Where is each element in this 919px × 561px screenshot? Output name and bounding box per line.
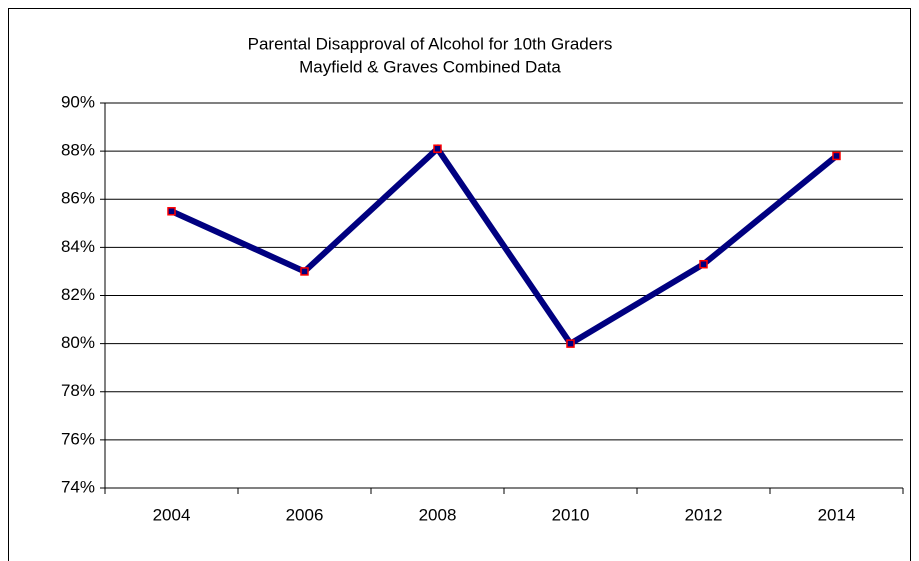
y-tick-label: 90% <box>61 92 95 111</box>
data-marker <box>300 267 309 276</box>
y-tick-label: 86% <box>61 189 95 208</box>
x-tick-label: 2014 <box>818 505 856 524</box>
x-tick-label: 2006 <box>286 505 324 524</box>
x-tick-label: 2010 <box>552 505 590 524</box>
data-marker <box>433 144 442 153</box>
y-tick-label: 78% <box>61 381 95 400</box>
y-tick-label: 82% <box>61 285 95 304</box>
chart-subtitle: Mayfield & Graves Combined Data <box>299 57 561 76</box>
chart-border <box>8 8 911 561</box>
y-tick-label: 84% <box>61 237 95 256</box>
data-marker <box>566 339 575 348</box>
y-tick-label: 80% <box>61 333 95 352</box>
data-marker <box>167 207 176 216</box>
chart-title: Parental Disapproval of Alcohol for 10th… <box>248 34 613 53</box>
x-tick-label: 2012 <box>685 505 723 524</box>
data-marker <box>832 151 841 161</box>
data-marker <box>699 259 708 269</box>
y-tick-label: 76% <box>61 429 95 448</box>
x-tick-label: 2004 <box>153 505 191 524</box>
y-tick-label: 74% <box>61 477 95 496</box>
y-tick-label: 88% <box>61 141 95 160</box>
data-line <box>170 144 839 348</box>
x-tick-label: 2008 <box>419 505 457 524</box>
